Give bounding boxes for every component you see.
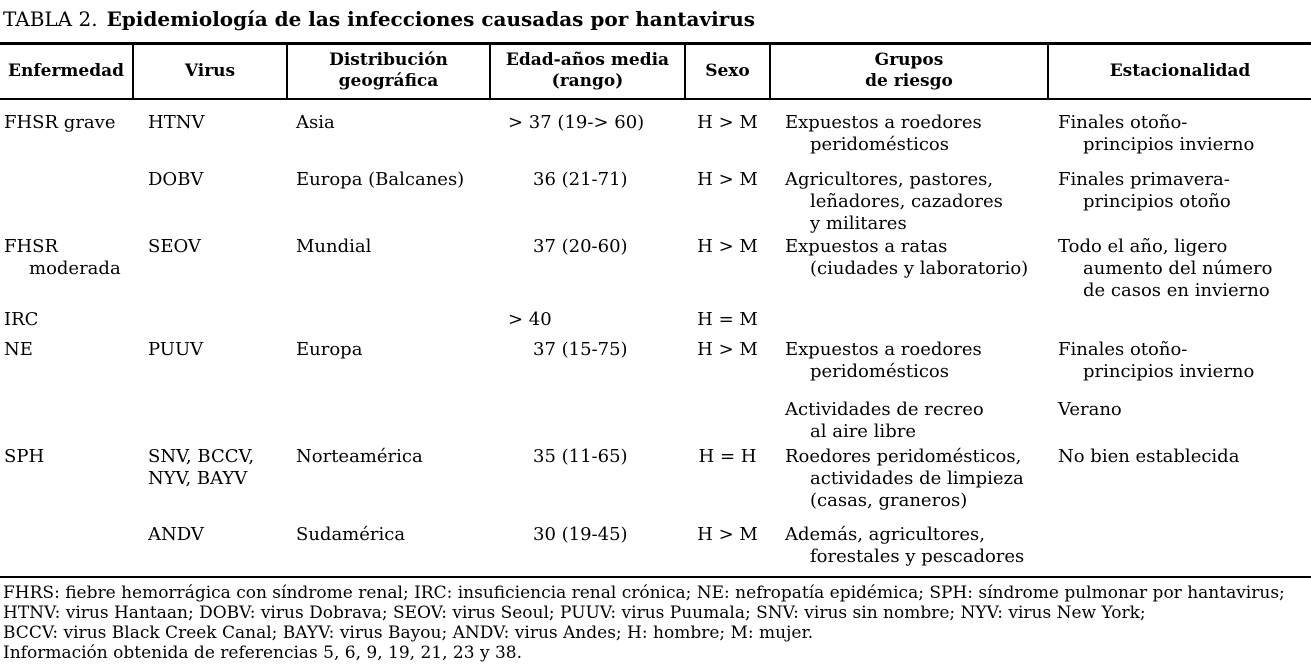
- cell-distribucion: Norteamérica: [296, 445, 423, 467]
- cell-enfermedad: [0, 169, 133, 236]
- cell-virus: PUUV: [148, 338, 204, 360]
- cell-sexo: H = H: [698, 445, 757, 467]
- cell-estacionalidad: [1048, 309, 1311, 339]
- cell-virus: SEOV: [148, 235, 201, 257]
- cell-grupos: Actividades de recreo al aire libre: [785, 398, 984, 442]
- cell-grupos: Agricultores, pastores, leñadores, cazad…: [785, 168, 1003, 234]
- cell-grupos: Expuestos a ratas (ciudades y laboratori…: [785, 235, 1029, 279]
- column-header-distribucion: Distribución geográfica: [286, 43, 490, 100]
- column-header-enfermedad: Enfermedad: [0, 43, 133, 100]
- cell-virus: [133, 399, 287, 446]
- table-row: DOBV Europa (Balcanes) 36 (21-71) H > M …: [0, 169, 1311, 236]
- cell-distribucion: Sudamérica: [296, 523, 406, 545]
- cell-virus: DOBV: [148, 168, 204, 190]
- cell-sexo: H = M: [697, 308, 758, 330]
- footnote-line: FHRS: fiebre hemorrágica con síndrome re…: [3, 582, 1285, 603]
- cell-distribucion: Europa (Balcanes): [296, 168, 465, 190]
- cell-estacionalidad: Finales primavera- principios otoño: [1058, 168, 1231, 212]
- cell-distribucion: Asia: [296, 111, 335, 133]
- footnote-line: Información obtenida de referencias 5, 6…: [3, 642, 523, 663]
- cell-virus: SNV, BCCV, NYV, BAYV: [148, 445, 255, 489]
- cell-grupos: Además, agricultores, forestales y pesca…: [785, 523, 1025, 567]
- cell-estacionalidad: Verano: [1058, 398, 1122, 420]
- cell-edad: > 37 (19-> 60): [508, 111, 645, 133]
- cell-distribucion: Mundial: [296, 235, 372, 257]
- cell-enfermedad: FHSR moderada: [4, 235, 121, 279]
- table-row: IRC > 40 H = M: [0, 309, 1311, 339]
- cell-sexo: [685, 399, 770, 446]
- cell-edad: 35 (11-65): [533, 445, 628, 467]
- cell-sexo: H > M: [697, 235, 758, 257]
- page-title: TABLA 2. Epidemiología de las infecciones…: [0, 0, 1311, 42]
- cell-grupos: Expuestos a roedores peridomésticos: [785, 338, 982, 382]
- cell-grupos: [770, 309, 1048, 339]
- column-header-estacionalidad: Estacionalidad: [1047, 43, 1311, 100]
- cell-estacionalidad: No bien establecida: [1058, 445, 1240, 467]
- cell-virus: ANDV: [148, 523, 204, 545]
- cell-estacionalidad: Todo el año, ligero aumento del número d…: [1058, 235, 1273, 301]
- cell-distribucion: [287, 399, 490, 446]
- table-row: ANDV Sudamérica 30 (19-45) H > M Además,…: [0, 524, 1311, 577]
- cell-distribucion: Europa: [296, 338, 363, 360]
- cell-distribucion: [287, 309, 490, 339]
- cell-enfermedad: FHSR grave: [4, 111, 116, 133]
- cell-sexo: H > M: [697, 168, 758, 190]
- cell-enfermedad: [0, 524, 133, 577]
- cell-edad: 36 (21-71): [533, 168, 628, 190]
- cell-enfermedad: [0, 399, 133, 446]
- cell-edad: 37 (15-75): [533, 338, 628, 360]
- table-row: SPH SNV, BCCV, NYV, BAYV Norteamérica 35…: [0, 446, 1311, 524]
- cell-estacionalidad: Finales otoño- principios invierno: [1058, 338, 1255, 382]
- table-number-label: TABLA 2.: [3, 7, 98, 31]
- epidemiology-table: Enfermedad Virus Distribución geográfica…: [0, 42, 1311, 578]
- table-row: Actividades de recreo al aire libre Vera…: [0, 399, 1311, 446]
- cell-enfermedad: IRC: [4, 308, 39, 330]
- column-header-sexo: Sexo: [684, 43, 770, 100]
- cell-sexo: H > M: [697, 523, 758, 545]
- table-row: NE PUUV Europa 37 (15-75) H > M Expuesto…: [0, 339, 1311, 399]
- cell-grupos: Roedores peridomésticos, actividades de …: [785, 445, 1024, 511]
- cell-virus: [133, 309, 287, 339]
- cell-edad: 37 (20-60): [533, 235, 628, 257]
- cell-edad: > 40: [508, 308, 552, 330]
- table-header: Enfermedad Virus Distribución geográfica…: [0, 43, 1311, 100]
- cell-edad: 30 (19-45): [533, 523, 628, 545]
- table-row: FHSR moderada SEOV Mundial 37 (20-60) H …: [0, 236, 1311, 309]
- column-header-edad: Edad-años media (rango): [489, 43, 685, 100]
- table-footnotes: FHRS: fiebre hemorrágica con síndrome re…: [3, 583, 1311, 663]
- footnote-line: BCCV: virus Black Creek Canal; BAYV: vir…: [3, 622, 814, 643]
- cell-sexo: H > M: [697, 338, 758, 360]
- table-row: FHSR grave HTNV Asia > 37 (19-> 60) H > …: [0, 99, 1311, 169]
- column-header-grupos: Grupos de riesgo: [769, 43, 1048, 100]
- cell-estacionalidad: Finales otoño- principios invierno: [1058, 111, 1255, 155]
- footnote-line: HTNV: virus Hantaan; DOBV: virus Dobrava…: [3, 602, 1146, 623]
- cell-enfermedad: NE: [4, 338, 33, 360]
- cell-virus: HTNV: [148, 111, 205, 133]
- cell-enfermedad: SPH: [4, 445, 45, 467]
- cell-estacionalidad: [1048, 524, 1311, 577]
- column-header-virus: Virus: [132, 43, 287, 100]
- table-title-text: Epidemiología de las infecciones causada…: [106, 7, 756, 31]
- cell-sexo: H > M: [697, 111, 758, 133]
- cell-edad: [490, 399, 685, 446]
- cell-grupos: Expuestos a roedores peridomésticos: [785, 111, 982, 155]
